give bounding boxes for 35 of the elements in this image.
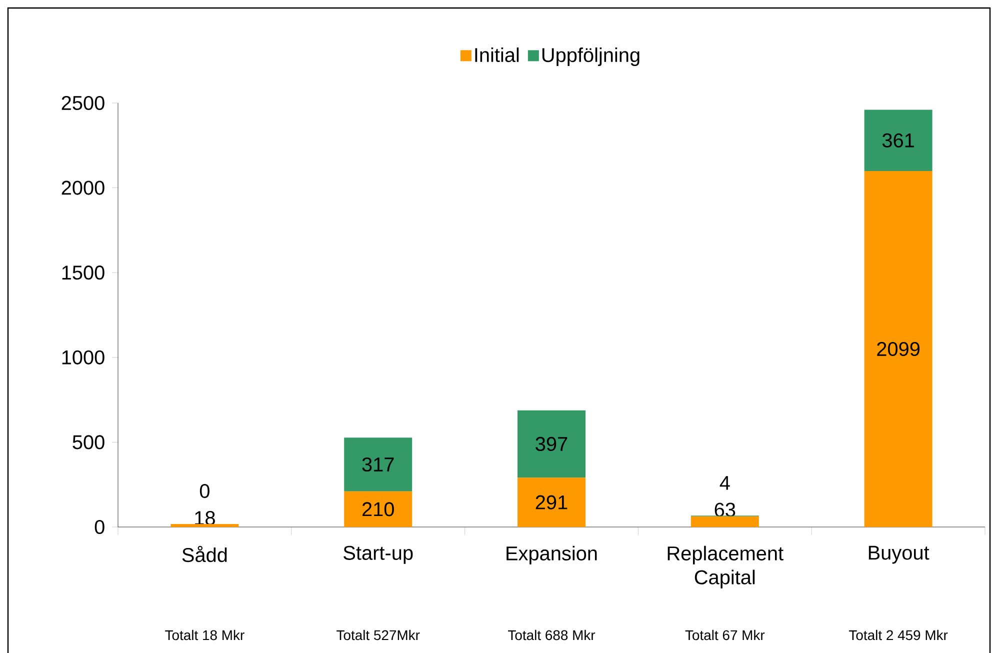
bar: [170, 524, 239, 527]
text: Totalt 2 459 Mkr: [849, 630, 948, 640]
x-tick-label: Sådd: [182, 546, 227, 562]
x-tick-label: Replacement Capital: [668, 546, 784, 588]
text: Totalt 527Mkr: [336, 630, 420, 640]
bar: [518, 410, 586, 478]
data-label: 63: [714, 502, 736, 517]
bar: [344, 438, 412, 492]
text: Totalt 688 Mkr: [508, 630, 596, 640]
data-label: 0: [200, 484, 210, 498]
bar: [864, 171, 932, 527]
y-tick-label: 0: [94, 520, 104, 534]
data-label: 291: [536, 495, 568, 510]
bar: [344, 491, 412, 527]
data-label: 210: [362, 502, 394, 516]
x-tick-label: Start-up: [344, 546, 413, 564]
y-tick-label: 2000: [62, 180, 104, 195]
legend-label: Initial: [475, 47, 519, 62]
y-tick-label: 1000: [62, 350, 104, 364]
y-tick-label: 2500: [62, 96, 104, 110]
data-label: 361: [882, 133, 914, 148]
bar: [690, 516, 759, 527]
x-tick-label: Expansion: [506, 546, 597, 564]
legend-label: Uppföljning: [542, 47, 640, 66]
bar: [864, 110, 932, 172]
data-label: 397: [536, 436, 568, 452]
x-tick-label: Buyout: [868, 546, 930, 564]
data-label: 317: [362, 457, 394, 472]
text: Totalt 18 Mkr: [165, 630, 244, 640]
data-label: 2099: [877, 342, 920, 356]
text: Totalt 67 Mkr: [685, 630, 765, 640]
data-label: 4: [720, 476, 730, 490]
bar: [518, 478, 586, 527]
y-tick-label: 1500: [62, 266, 104, 280]
y-tick-label: 500: [72, 435, 104, 450]
